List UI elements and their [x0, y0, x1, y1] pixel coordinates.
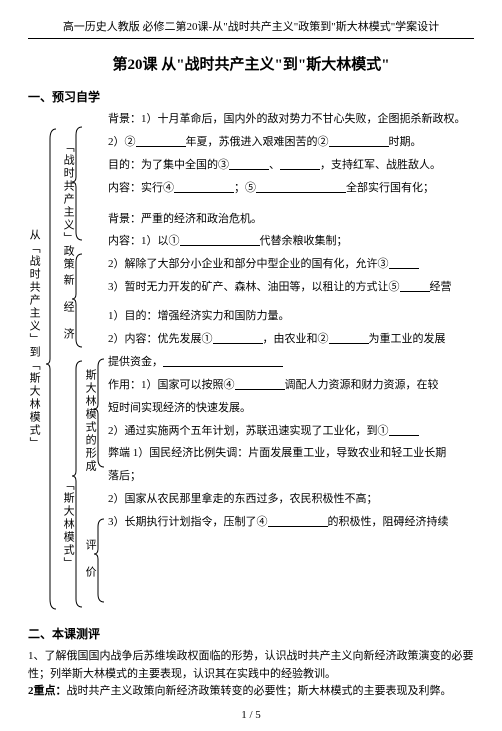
row-stalin-content: 2）内容：优先发展①，由农业和②为重工业的发展 [108, 329, 474, 350]
evaluate-vertical-label: 评 价 [84, 539, 96, 579]
stalin-form-vertical-label: 斯大林模式的形成 [84, 369, 96, 473]
section-1-heading: 一、预习自学 [28, 88, 474, 105]
row-stalin-content2: 提供资金， [108, 352, 474, 373]
new-economy-vertical-label: 新 经 济 [62, 274, 74, 341]
section-2-heading: 二、本课测评 [28, 625, 474, 644]
row-new-bg: 背景：严重的经济和政治危机。 [108, 209, 474, 230]
objective-2: 2重点：战时共产主义政策向新经济政策转变的必要性；斯大林模式的主要表现及利弊。 [28, 683, 474, 701]
row-stalin-use3: 2）通过实施两个五年计划，苏联迅速实现了工业化，到① [108, 421, 474, 442]
section-2: 二、本课测评 1、了解俄国国内战争后苏维埃政权面临的形势，认识战时共产主义向新经… [28, 625, 474, 701]
sub1-vertical-label: 「战时共产主义」政策 [62, 141, 74, 271]
row-bg2: 2）②年夏，苏俄进入艰难困苦的②时期。 [108, 132, 474, 153]
stalin-model-vertical-label: 「斯大林模式」 [62, 479, 74, 570]
outline-content: 背景：1）十月革命后，国内外的敌对势力不甘心失败，企图扼杀新政权。 2）②年夏，… [108, 109, 474, 535]
main-vertical-label: 从「战时共产主义」到「斯大林模式」 [28, 229, 40, 450]
objective-1: 1、了解俄国国内战争后苏维埃政权面临的形势，认识战时共产主义向新经济政策演变的必… [28, 648, 474, 683]
row-eval1: 弊端 1）国民经济比例失调：片面发展重工业，导致农业和轻工业长期 [108, 443, 474, 464]
row-new-c1: 内容：1）以①代替余粮收集制； [108, 231, 474, 252]
row-eval1b: 落后； [108, 466, 474, 487]
lesson-title: 第20课 从"战时共产主义"到"斯大林模式" [28, 53, 474, 74]
row-stalin-use: 作用：1）国家可以按照④调配人力资源和财力资源，在较 [108, 375, 474, 396]
page-number: 1 / 5 [28, 709, 474, 721]
row-stalin-aim: 1）目的：增强经济实力和国防力量。 [108, 306, 474, 327]
row-stalin-use2: 短时间实现经济的快速发展。 [108, 398, 474, 419]
row-eval3: 3）长期执行计划指令，压制了④的积极性，阻碍经济持续 [108, 512, 474, 533]
row-new-c2: 2）解除了大部分小企业和部分中型企业的国有化，允许③ [108, 254, 474, 275]
row-new-c3: 3）暂时无力开发的矿产、森林、油田等，以租让的方式让⑤经营 [108, 277, 474, 298]
row-bg1: 背景：1）十月革命后，国内外的敌对势力不甘心失败，企图扼杀新政权。 [108, 109, 474, 130]
row-eval2: 2）国家从农民那里拿走的东西过多，农民积极性不高； [108, 489, 474, 510]
bracket-lines [40, 109, 110, 619]
doc-header: 高一历史人教版 必修二第20课-从"战时共产主义"政策到"斯大林模式"学案设计 [28, 18, 474, 39]
row-aim: 目的：为了集中全国的③、，支持红军、战胜敌人。 [108, 155, 474, 176]
row-content1: 内容：实行④；⑤全部实行国有化； [108, 178, 474, 199]
outline-diagram: 从「战时共产主义」到「斯大林模式」 「战时共产主义」政策 新 经 济 斯大林模式… [28, 109, 474, 619]
